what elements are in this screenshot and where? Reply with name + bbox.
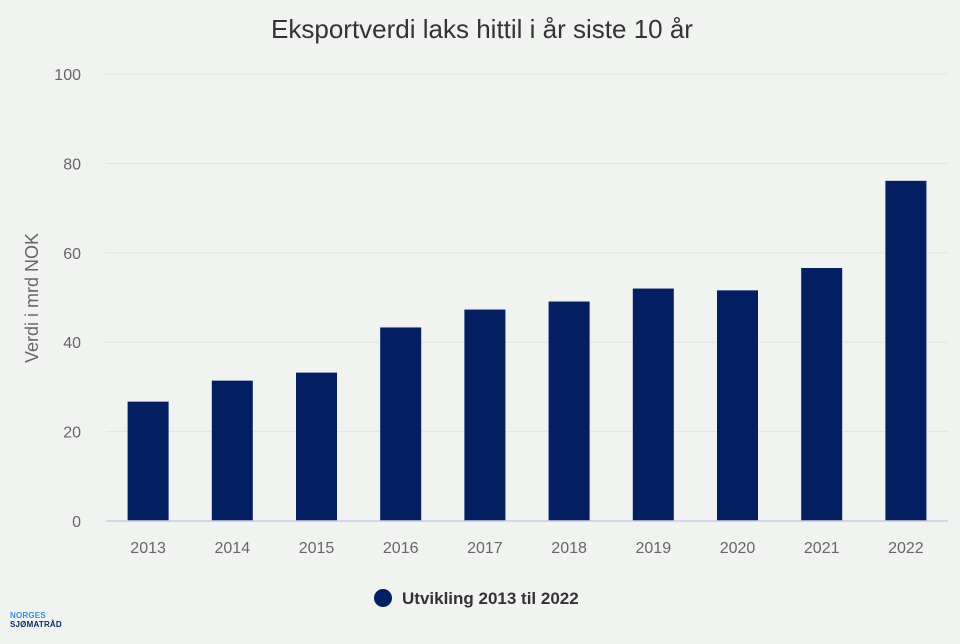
bar-2020[interactable]	[717, 290, 758, 521]
x-tick-label: 2014	[215, 540, 251, 557]
x-tick-label: 2019	[636, 540, 672, 557]
legend-label: Utvikling 2013 til 2022	[402, 589, 579, 608]
bar-2021[interactable]	[801, 267, 843, 521]
y-tick-label: 100	[54, 67, 81, 84]
chart-title: Eksportverdi laks hittil i år siste 10 å…	[271, 14, 693, 44]
x-tick-label: 2013	[130, 540, 166, 557]
brand-logo: NORGES SJØMATRÅD	[10, 611, 62, 629]
bar-2013[interactable]	[127, 401, 169, 521]
y-tick-label: 40	[63, 335, 81, 352]
x-tick-label: 2016	[383, 540, 419, 557]
logo-line-1: NORGES	[10, 611, 46, 620]
logo-line-2: SJØMATRÅD	[10, 620, 62, 629]
y-axis-ticks: 0 20 40 60 80 100	[54, 67, 81, 531]
x-axis-ticks: 2013 2014 2015 2016 2017 2018 2019 2020 2021 2022	[130, 540, 923, 557]
bar-2019[interactable]	[632, 288, 674, 521]
bars	[127, 180, 927, 521]
bar-2015[interactable]	[296, 372, 337, 521]
x-tick-label: 2021	[804, 540, 840, 557]
bar-2014[interactable]	[211, 380, 253, 521]
y-tick-label: 20	[63, 425, 81, 442]
y-tick-label: 0	[72, 514, 81, 531]
x-tick-label: 2018	[551, 540, 587, 557]
y-tick-label: 80	[63, 156, 81, 173]
bar-2016[interactable]	[380, 327, 422, 521]
x-tick-label: 2015	[299, 540, 335, 557]
bar-2018[interactable]	[548, 301, 590, 521]
x-tick-label: 2017	[467, 540, 503, 557]
y-axis-title: Verdi i mrd NOK	[22, 233, 42, 363]
bar-2022[interactable]	[885, 180, 927, 521]
legend-marker-icon	[374, 589, 392, 607]
bar-2017[interactable]	[464, 309, 506, 521]
y-tick-label: 60	[63, 246, 81, 263]
x-tick-label: 2022	[888, 540, 924, 557]
legend[interactable]: Utvikling 2013 til 2022	[374, 589, 579, 608]
x-tick-label: 2020	[720, 540, 756, 557]
